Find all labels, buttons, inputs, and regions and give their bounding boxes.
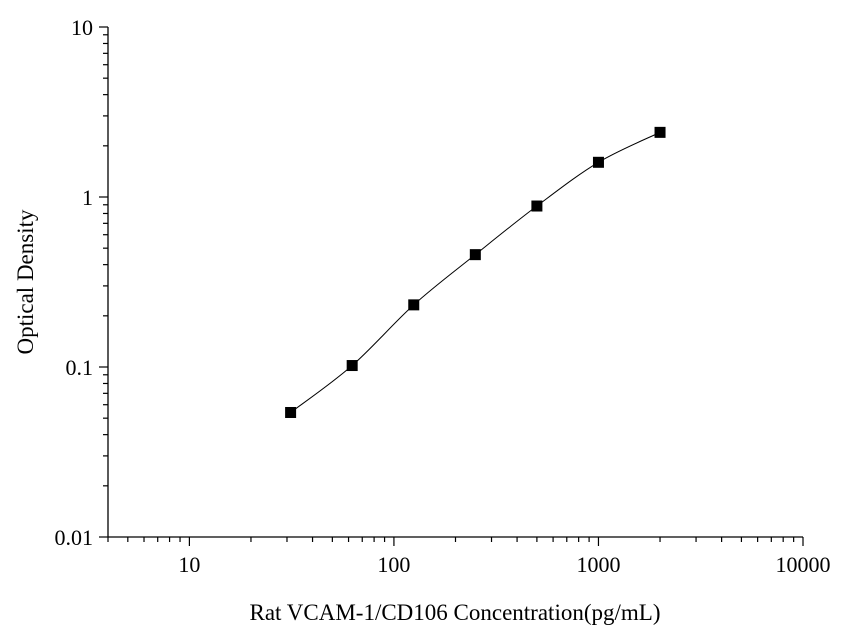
data-point — [531, 200, 543, 212]
x-axis-title: Rat VCAM-1/CD106 Concentration(pg/mL) — [250, 600, 661, 625]
series-line — [290, 131, 661, 413]
data-points — [285, 126, 666, 418]
y-axis-tick-labels: 0.01 0.1 1 10 — [55, 15, 94, 550]
x-axis-ticks — [107, 537, 804, 546]
y-axis-ticks — [99, 26, 108, 538]
y-tick-label: 0.01 — [55, 525, 94, 550]
x-tick-label: 10 — [178, 552, 200, 577]
data-point — [408, 299, 420, 311]
x-tick-label: 10000 — [776, 552, 831, 577]
data-point — [469, 249, 481, 261]
x-tick-label: 1000 — [576, 552, 620, 577]
data-point — [285, 406, 297, 418]
x-axis-tick-labels: 10 100 1000 10000 — [178, 552, 830, 577]
y-tick-label: 0.1 — [66, 355, 94, 380]
y-tick-label: 10 — [71, 15, 93, 40]
x-tick-label: 100 — [377, 552, 410, 577]
plot-area — [107, 27, 803, 538]
y-tick-label: 1 — [82, 185, 93, 210]
data-point — [592, 156, 604, 168]
y-axis-title: Optical Density — [13, 209, 38, 354]
data-point — [346, 360, 358, 372]
data-point — [654, 126, 666, 138]
